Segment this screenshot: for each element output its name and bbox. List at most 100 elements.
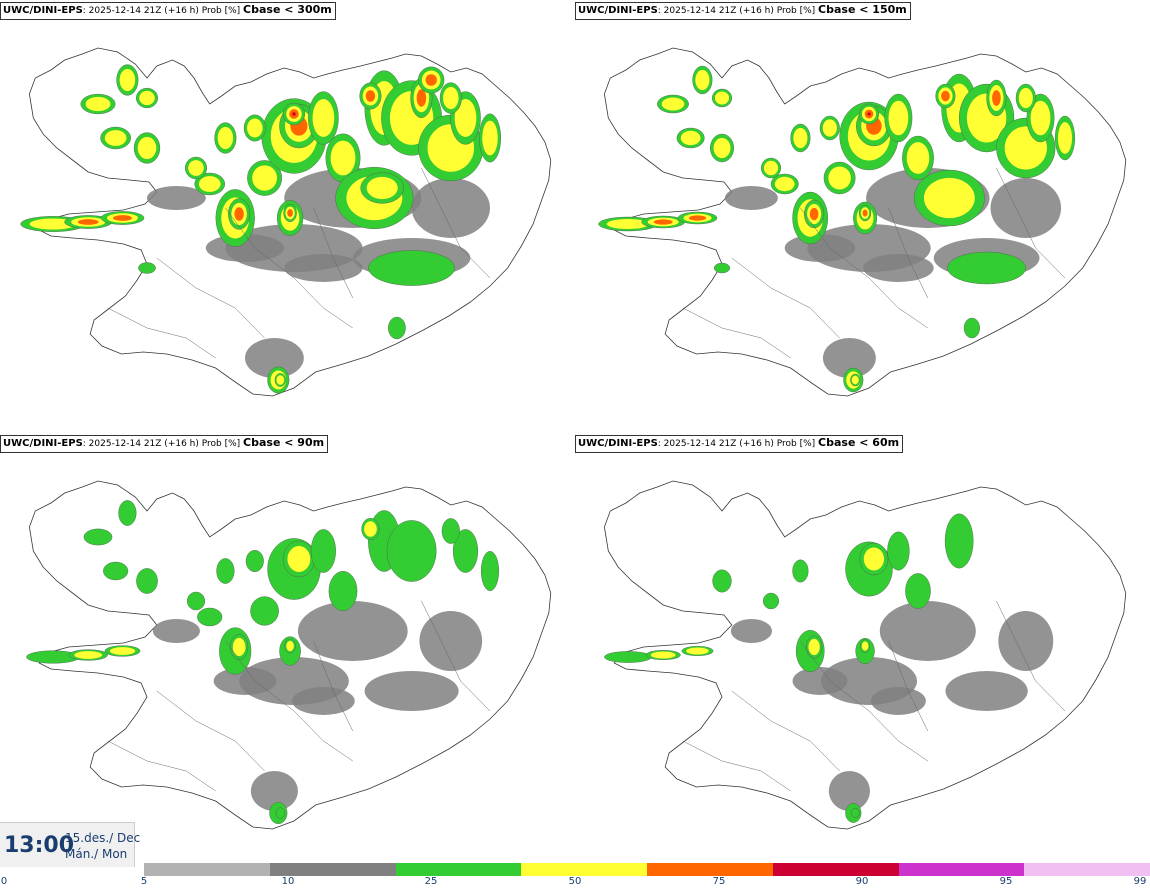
- legend-tick-label: 0: [0, 876, 8, 887]
- probability-area: [793, 127, 808, 149]
- probability-area: [83, 528, 113, 546]
- probability-area: [213, 667, 277, 695]
- boundary-line: [313, 207, 354, 299]
- run-meta: : 2025-12-14 21Z (+16 h) Prob [%]: [657, 6, 819, 16]
- probability-area: [792, 559, 809, 583]
- probability-area: [188, 160, 204, 176]
- probability-area: [809, 207, 819, 221]
- probability-area: [292, 112, 296, 116]
- boundary-line: [421, 167, 491, 279]
- legend-tick-label: 99: [1133, 876, 1147, 887]
- valid-time: 13:00: [4, 833, 75, 858]
- legend-swatch: [269, 863, 396, 876]
- probability-area: [103, 561, 129, 581]
- probability-area: [730, 619, 772, 643]
- probability-area: [963, 317, 980, 339]
- legend-swatch: [521, 863, 647, 876]
- model-name: UWC/DINI-EPS: [578, 5, 658, 16]
- probability-area: [198, 176, 221, 192]
- probability-area: [286, 640, 294, 652]
- legend-tick-label: 50: [568, 876, 582, 887]
- legend-tick-label: 75: [712, 876, 726, 887]
- probability-area: [197, 607, 223, 627]
- probability-area: [328, 570, 358, 611]
- boundary-line: [731, 257, 840, 339]
- probability-area: [887, 531, 910, 571]
- probability-area: [118, 500, 137, 526]
- probability-area: [416, 89, 427, 107]
- probability-area: [152, 619, 200, 643]
- probability-area: [923, 177, 975, 219]
- boundary-line: [888, 640, 929, 732]
- probability-area: [695, 69, 710, 91]
- probability-area: [992, 90, 1001, 106]
- boundary-line: [225, 640, 353, 762]
- probability-area: [252, 165, 278, 191]
- probability-area: [763, 160, 779, 176]
- model-name: UWC/DINI-EPS: [3, 5, 83, 16]
- probability-area: [388, 316, 406, 340]
- panel-title: UWC/DINI-EPS: 2025-12-14 21Z (+16 h) Pro…: [575, 2, 911, 20]
- probability-area: [650, 651, 676, 659]
- probability-area: [867, 112, 871, 116]
- iceland-probability-map: [26, 480, 552, 830]
- boundary-line: [996, 600, 1066, 712]
- iceland-probability-map: [20, 47, 552, 397]
- probability-area: [452, 529, 479, 573]
- probability-area: [653, 219, 673, 225]
- probability-area: [862, 209, 868, 217]
- threshold-label: Cbase < 60m: [818, 436, 900, 449]
- probability-area: [713, 262, 731, 274]
- probability-area: [1057, 122, 1073, 154]
- legend-tick-label: 25: [424, 876, 438, 887]
- probability-area: [232, 637, 246, 657]
- probability-area: [947, 251, 1026, 285]
- legend-swatch: [1024, 863, 1150, 876]
- probability-area: [443, 86, 459, 110]
- iceland-probability-map: [598, 47, 1127, 397]
- probability-area: [879, 601, 976, 661]
- probability-area: [688, 215, 707, 221]
- probability-area: [245, 549, 264, 572]
- probability-area: [606, 218, 650, 230]
- probability-area: [366, 176, 398, 200]
- probability-area: [287, 209, 293, 217]
- probability-area: [482, 120, 498, 156]
- probability-area: [454, 98, 477, 138]
- probability-area: [186, 591, 206, 611]
- probability-area: [419, 611, 483, 671]
- probability-area: [386, 520, 437, 582]
- probability-area: [297, 601, 408, 661]
- probability-area: [250, 771, 298, 811]
- probability-area: [863, 254, 934, 282]
- probability-area: [480, 550, 500, 591]
- probability-area: [680, 130, 701, 146]
- probability-area: [284, 254, 363, 282]
- probability-area: [724, 186, 778, 210]
- legend-tick-label: 5: [140, 876, 148, 887]
- probability-area: [808, 638, 820, 656]
- probability-area: [828, 166, 851, 190]
- probability-area: [287, 546, 311, 572]
- probability-area: [113, 215, 132, 221]
- probability-area: [1030, 100, 1051, 136]
- iceland-probability-map: [603, 480, 1127, 830]
- panel-title: UWC/DINI-EPS: 2025-12-14 21Z (+16 h) Pro…: [575, 435, 904, 453]
- probability-area: [136, 568, 158, 594]
- probability-area: [411, 178, 490, 238]
- probability-area: [119, 68, 136, 92]
- probability-area: [828, 771, 870, 811]
- probability-area: [861, 641, 869, 651]
- probability-area: [1018, 87, 1033, 109]
- probability-area: [441, 518, 460, 544]
- boundary-line: [731, 690, 840, 772]
- probability-area: [85, 96, 111, 112]
- probability-area: [713, 137, 731, 159]
- valid-time-box: 13:00 15.des./ Dec Mán./ Mon: [0, 822, 140, 867]
- probability-area: [368, 250, 455, 286]
- boundary-line: [107, 307, 216, 359]
- probability-area: [870, 687, 926, 715]
- probability-area: [234, 207, 244, 221]
- legend-tick-label: 95: [999, 876, 1013, 887]
- legend-tick-label: 90: [855, 876, 869, 887]
